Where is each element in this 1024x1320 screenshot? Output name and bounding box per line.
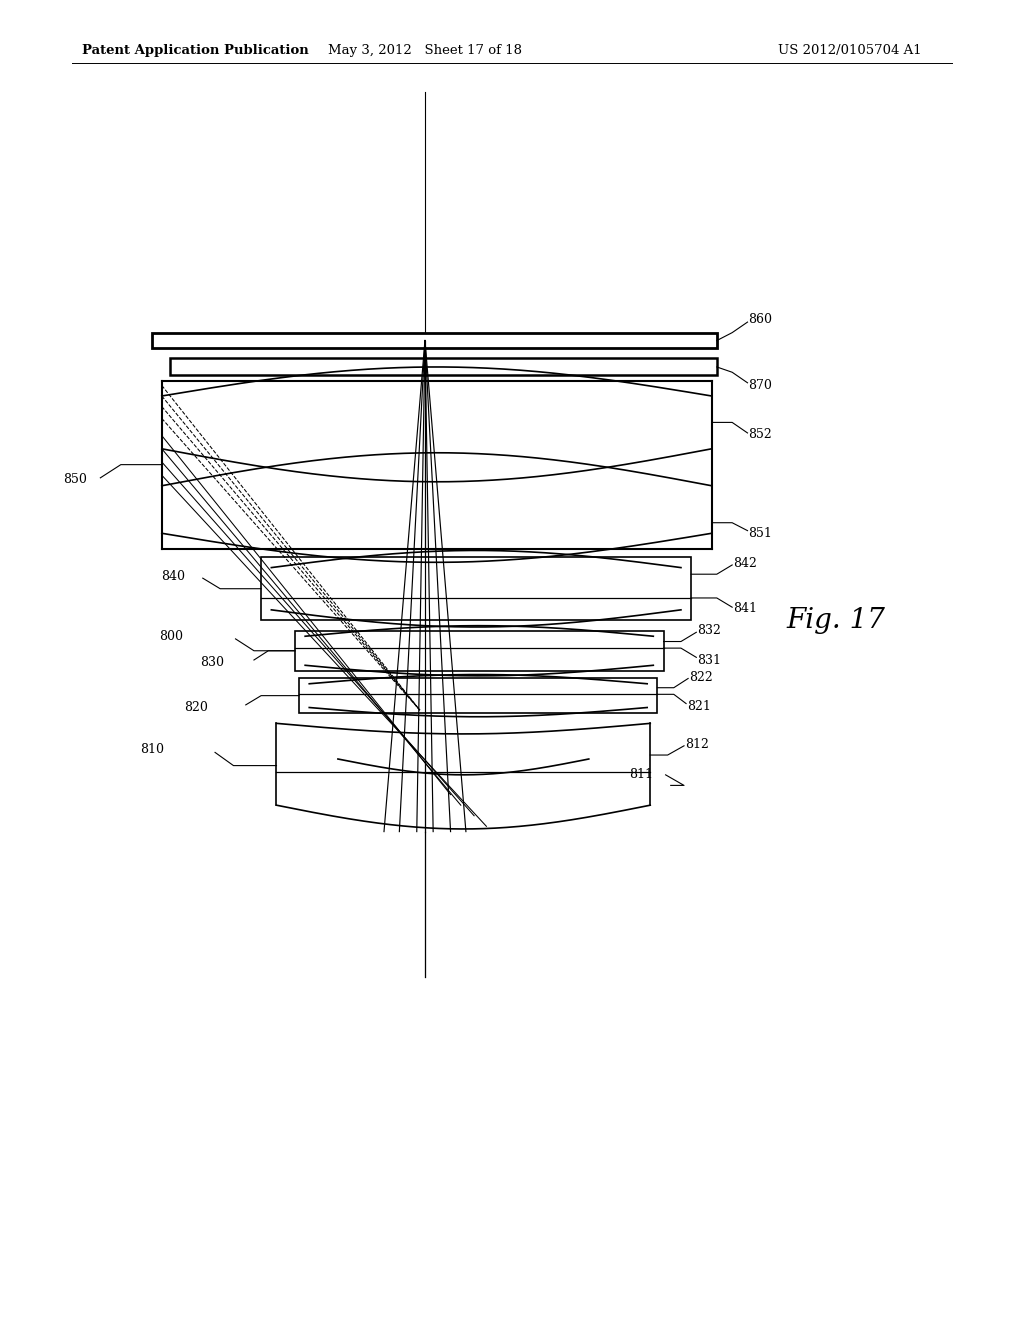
Text: US 2012/0105704 A1: US 2012/0105704 A1 (778, 44, 922, 57)
Text: 840: 840 (161, 570, 184, 583)
Text: May 3, 2012   Sheet 17 of 18: May 3, 2012 Sheet 17 of 18 (328, 44, 522, 57)
Text: 860: 860 (749, 313, 772, 326)
Text: 831: 831 (697, 653, 721, 667)
Text: 822: 822 (689, 671, 713, 684)
Text: 810: 810 (140, 743, 164, 756)
Text: 811: 811 (629, 768, 652, 781)
Text: 851: 851 (749, 527, 772, 540)
Text: Patent Application Publication: Patent Application Publication (82, 44, 308, 57)
Text: 830: 830 (200, 656, 223, 669)
Text: 812: 812 (685, 738, 709, 751)
Text: 852: 852 (749, 428, 772, 441)
Bar (261, 557, 691, 620)
Text: 832: 832 (697, 624, 721, 638)
Text: 800: 800 (159, 630, 182, 643)
Text: 870: 870 (749, 379, 772, 392)
Bar (299, 678, 657, 713)
Bar (295, 631, 664, 671)
Text: 821: 821 (687, 700, 711, 713)
Text: 842: 842 (733, 557, 757, 570)
Bar (152, 333, 717, 348)
Text: Fig. 17: Fig. 17 (786, 607, 886, 634)
Text: 820: 820 (184, 701, 208, 714)
Text: 850: 850 (63, 473, 87, 486)
Text: 841: 841 (733, 602, 757, 615)
Bar (170, 358, 717, 375)
